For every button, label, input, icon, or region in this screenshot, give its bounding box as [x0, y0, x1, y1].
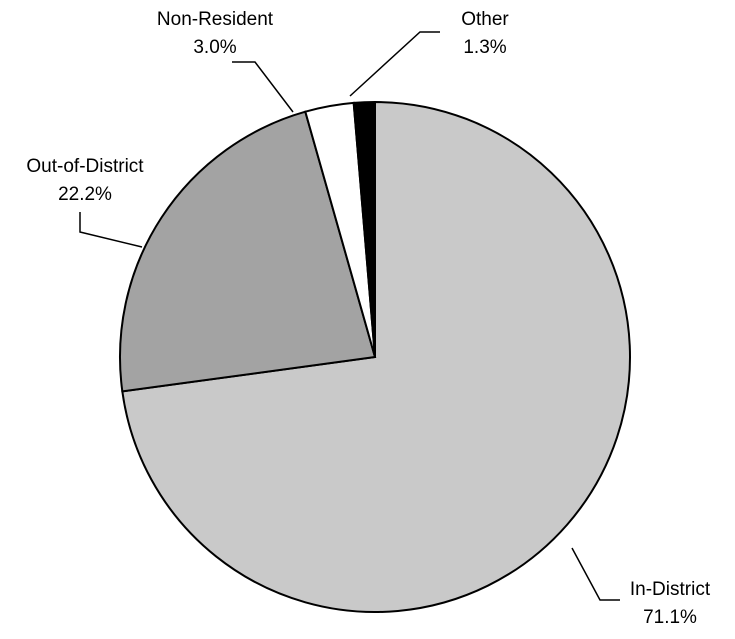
slice-value-label: 22.2% — [58, 184, 112, 205]
slice-label: Out-of-District — [26, 156, 144, 177]
slice-value-label: 3.0% — [193, 37, 236, 58]
pie-slice — [352, 100, 376, 358]
slice-label: Non-Resident — [157, 9, 274, 30]
slice-label: In-District — [630, 579, 711, 600]
leader-line — [571, 547, 620, 601]
leader-line — [232, 61, 294, 113]
pie-slice — [121, 100, 631, 613]
pie-slice — [119, 110, 377, 393]
leader-lines — [79, 31, 620, 601]
slice-value-label: 1.3% — [463, 37, 506, 58]
slice-label: Other — [461, 9, 509, 30]
slice-value-label: 71.1% — [643, 607, 697, 628]
leader-line — [79, 212, 143, 248]
leader-line — [349, 31, 440, 97]
